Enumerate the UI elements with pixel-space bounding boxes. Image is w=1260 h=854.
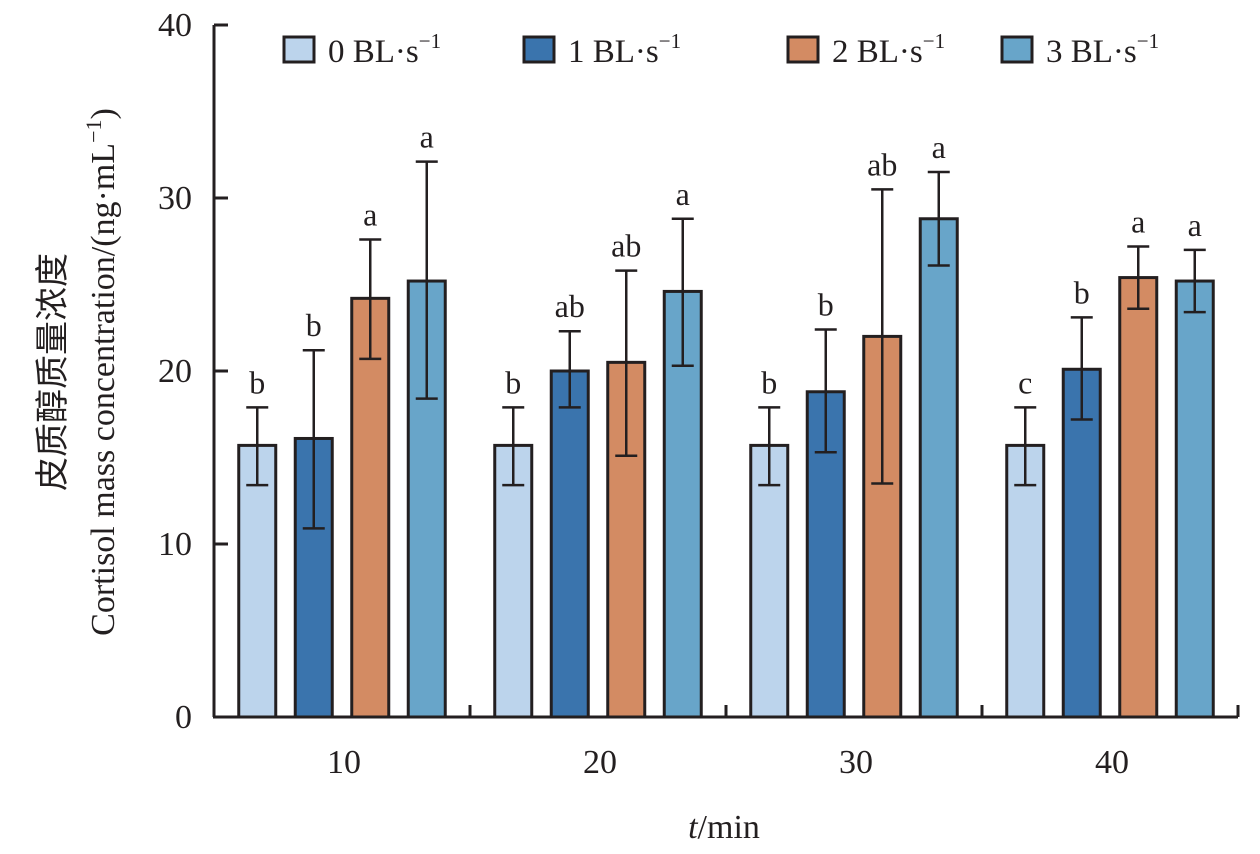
legend: 0 BL·s−1 1 BL·s−1 2 BL·s−1 3 BL·s−1	[282, 29, 1159, 70]
y-tick-label: 20	[158, 353, 192, 390]
significance-label: c	[1018, 364, 1032, 400]
significance-label: a	[363, 197, 377, 233]
x-axis-title-var: t	[688, 809, 699, 846]
legend-label: 3 BL·s−1	[1046, 29, 1159, 70]
y-tick-label: 0	[175, 699, 192, 736]
bar	[237, 443, 278, 719]
significance-label: b	[249, 364, 265, 400]
x-axis-title: t/min	[688, 809, 760, 846]
bar	[1118, 276, 1159, 719]
x-tick-label: 10	[327, 744, 361, 781]
significance-label: b	[505, 364, 521, 400]
x-tick-label: 30	[839, 744, 873, 781]
y-axis-title-en-close: )	[85, 108, 122, 119]
significance-label: a	[420, 119, 434, 155]
significance-label: b	[761, 364, 777, 400]
legend-label: 1 BL·s−1	[568, 29, 681, 70]
bar	[1174, 279, 1215, 719]
significance-label: b	[1074, 274, 1090, 310]
legend-label-main: 0 BL·s	[328, 34, 419, 70]
legend-swatch	[1000, 35, 1034, 64]
x-tick-label: 20	[583, 744, 617, 781]
y-axis-title-en-main: Cortisol mass concentration/(ng·mL	[85, 143, 122, 636]
legend-label: 0 BL·s−1	[328, 29, 441, 70]
legend-label-sup: −1	[1137, 29, 1159, 53]
y-axis-title-en-sup: −1	[81, 120, 106, 143]
legend-swatch	[786, 35, 820, 64]
bar	[1005, 443, 1046, 719]
legend-label-main: 2 BL·s	[832, 34, 923, 70]
bar	[493, 443, 534, 719]
significance-label: ab	[555, 288, 585, 324]
bar	[749, 443, 790, 719]
bar	[918, 217, 959, 719]
significance-label: a	[676, 176, 690, 212]
legend-label-sup: −1	[659, 29, 681, 53]
significance-label: a	[932, 129, 946, 165]
significance-label: b	[818, 286, 834, 322]
y-axis-title-cn-group: 皮质醇质量浓度	[34, 253, 72, 491]
y-tick-label: 10	[158, 526, 192, 563]
significance-label: a	[1188, 207, 1202, 243]
y-axis-title-en-group: Cortisol mass concentration/(ng·mL−1)	[81, 108, 122, 636]
bar	[1061, 367, 1102, 719]
legend-label: 2 BL·s−1	[832, 29, 945, 70]
legend-label-sup: −1	[419, 29, 441, 53]
x-axis-title-unit: /min	[698, 809, 760, 846]
significance-label: ab	[611, 228, 641, 264]
legend-label-main: 3 BL·s	[1046, 34, 1137, 70]
legend-swatch	[522, 35, 556, 64]
bar	[549, 369, 590, 719]
y-axis-title-cn: 皮质醇质量浓度	[34, 253, 72, 491]
y-tick-label: 40	[158, 7, 192, 44]
y-tick-label: 30	[158, 180, 192, 217]
legend-label-main: 1 BL·s	[568, 34, 659, 70]
significance-label: b	[306, 307, 322, 343]
legend-label-sup: −1	[923, 29, 945, 53]
y-axis-title-en: Cortisol mass concentration/(ng·mL−1)	[81, 108, 122, 636]
bar	[350, 296, 391, 719]
significance-label: ab	[867, 146, 897, 182]
legend-swatch	[282, 35, 316, 64]
x-tick-label: 40	[1095, 744, 1129, 781]
significance-label: a	[1131, 203, 1145, 239]
